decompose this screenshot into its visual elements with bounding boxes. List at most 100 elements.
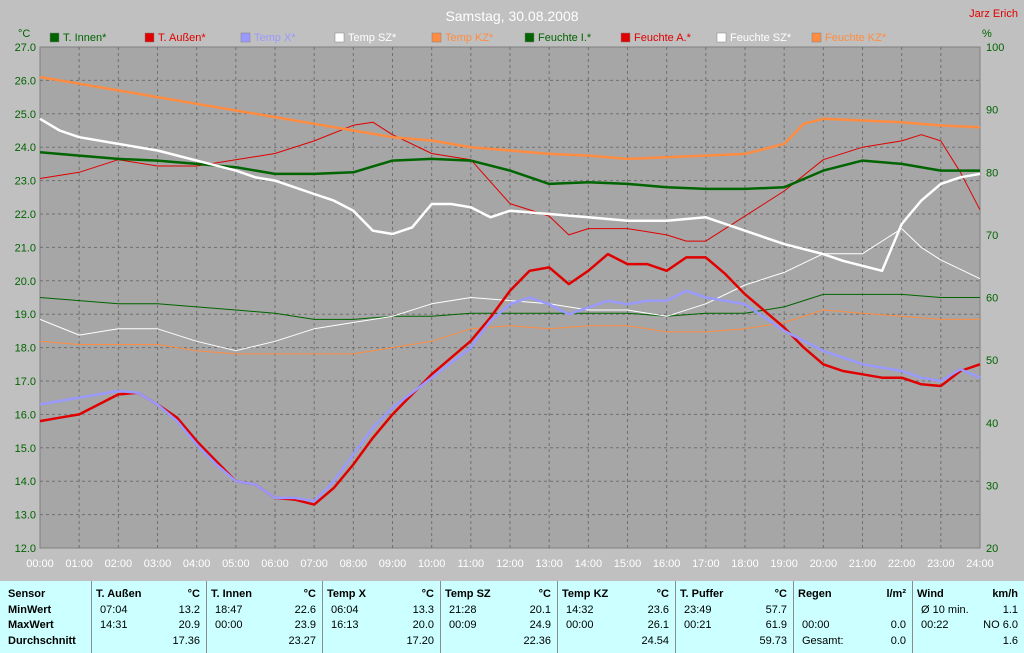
y-left-tick-label: 27.0	[15, 42, 36, 54]
legend-swatch	[431, 32, 442, 43]
series-line	[39, 293, 980, 320]
unit-right: %	[982, 28, 992, 40]
y-right-tick-label: 80	[986, 167, 998, 179]
series-line	[39, 75, 981, 161]
chart-area: Samstag, 30.08.2008 Jarz Erich °C % T. I…	[15, 8, 1018, 570]
x-tick-label: 19:00	[770, 558, 798, 570]
min-value: 23.6	[647, 604, 669, 616]
max-value: 23.9	[294, 619, 316, 631]
max-time: 00:00	[802, 619, 830, 631]
table-column: Temp KZ °C 14:32 23.6 00:00 26.1 24.54	[558, 581, 676, 653]
legend-label: Temp SZ*	[348, 32, 397, 44]
y-left-tick-label: 17.0	[15, 376, 36, 388]
series-line	[39, 228, 981, 352]
y-axis-right: 100 90 80 70 60 50 40 30 20	[986, 42, 1004, 555]
y-left-tick-label: 24.0	[15, 142, 36, 154]
legend-label: Feuchte A.*	[634, 32, 692, 44]
x-tick-label: 14:00	[575, 558, 603, 570]
min-time: 21:28	[449, 604, 477, 616]
y-right-tick-label: 30	[986, 480, 998, 492]
x-tick-label: 06:00	[261, 558, 289, 570]
avg-value: 17.36	[172, 635, 200, 647]
min-time: 23:49	[684, 604, 712, 616]
y-right-tick-label: 20	[986, 543, 998, 555]
x-tick-label: 00:00	[26, 558, 54, 570]
min-time: 07:04	[100, 604, 128, 616]
legend-swatch	[144, 32, 155, 43]
min-value: 13.2	[178, 604, 200, 616]
column-unit: °C	[656, 588, 669, 600]
max-time: 00:00	[215, 619, 243, 631]
legend-label: Feuchte SZ*	[730, 32, 792, 44]
column-title: T. Innen	[211, 588, 252, 600]
max-value: 0.0	[890, 619, 906, 631]
y-left-tick-label: 14.0	[15, 476, 36, 488]
y-left-tick-label: 22.0	[15, 209, 36, 221]
legend-label: T. Außen*	[158, 32, 206, 44]
series-line	[39, 117, 981, 273]
series-line	[39, 309, 980, 355]
y-left-tick-label: 13.0	[15, 510, 36, 522]
x-tick-label: 03:00	[144, 558, 172, 570]
x-tick-label: 15:00	[614, 558, 642, 570]
series-group	[39, 75, 981, 506]
legend-label: Feuchte I.*	[538, 32, 592, 44]
table-column: Regen l/m² 00:00 0.0 Gesamt: 0.0	[794, 581, 913, 653]
x-tick-label: 12:00	[496, 558, 524, 570]
max-time: 16:13	[331, 619, 359, 631]
row-label: Sensor	[8, 588, 46, 600]
max-time: 00:09	[449, 619, 477, 631]
y-left-tick-label: 26.0	[15, 75, 36, 87]
legend-swatch	[620, 32, 631, 43]
chart-legend: T. Innen* T. Außen* Temp X* Temp SZ* Temp KZ…	[49, 32, 887, 44]
x-tick-label: 20:00	[810, 558, 838, 570]
row-label: Durchschnitt	[8, 635, 76, 647]
min-value: 22.6	[294, 604, 316, 616]
y-left-tick-label: 19.0	[15, 309, 36, 321]
y-right-tick-label: 50	[986, 355, 998, 367]
max-value: 61.9	[765, 619, 787, 631]
legend-swatch	[240, 32, 251, 43]
table-column: T. Puffer °C 23:49 57.7 00:21 61.9 59.73	[676, 581, 794, 653]
column-unit: °C	[774, 588, 787, 600]
author-label: Jarz Erich	[969, 8, 1018, 20]
legend-swatch	[49, 32, 60, 43]
column-title: Temp SZ	[445, 588, 491, 600]
min-time: 14:32	[566, 604, 594, 616]
table-column: Wind km/h Ø 10 min. 1.1 00:22 NO 6.0 1.6	[913, 581, 1024, 653]
max-time: 00:22	[921, 619, 949, 631]
series-line	[39, 252, 981, 506]
min-value: 1.1	[1002, 604, 1018, 616]
column-unit: °C	[187, 588, 200, 600]
series-line	[39, 121, 981, 242]
legend-swatch	[334, 32, 345, 43]
x-tick-label: 08:00	[340, 558, 368, 570]
legend-swatch	[716, 32, 727, 43]
x-tick-label: 16:00	[653, 558, 681, 570]
y-right-tick-label: 90	[986, 105, 998, 117]
x-axis: 00:00 01:00 02:00 03:00 04:00 05:00 06:00 07:00…	[26, 558, 994, 570]
y-left-tick-label: 16.0	[15, 409, 36, 421]
x-tick-label: 01:00	[65, 558, 93, 570]
x-tick-label: 02:00	[105, 558, 133, 570]
x-tick-label: 04:00	[183, 558, 211, 570]
max-value: 20.9	[178, 619, 200, 631]
legend-label: Feuchte KZ*	[825, 32, 887, 44]
column-title: Temp KZ	[562, 588, 609, 600]
column-unit: °C	[538, 588, 551, 600]
y-right-tick-label: 70	[986, 230, 998, 242]
avg-value: 23.27	[288, 635, 316, 647]
y-left-tick-label: 25.0	[15, 109, 36, 121]
y-left-tick-label: 18.0	[15, 343, 36, 355]
legend-label: T. Innen*	[63, 32, 107, 44]
max-value: 24.9	[529, 619, 551, 631]
min-time: 06:04	[331, 604, 359, 616]
y-left-tick-label: 20.0	[15, 276, 36, 288]
column-title: Temp X	[327, 588, 366, 600]
legend-swatch	[811, 32, 822, 43]
legend-label: Temp KZ*	[445, 32, 494, 44]
avg-value: 0.0	[890, 635, 906, 647]
avg-value: 24.54	[641, 635, 669, 647]
min-time: Ø 10 min.	[921, 604, 969, 616]
row-label: MaxWert	[8, 619, 54, 631]
